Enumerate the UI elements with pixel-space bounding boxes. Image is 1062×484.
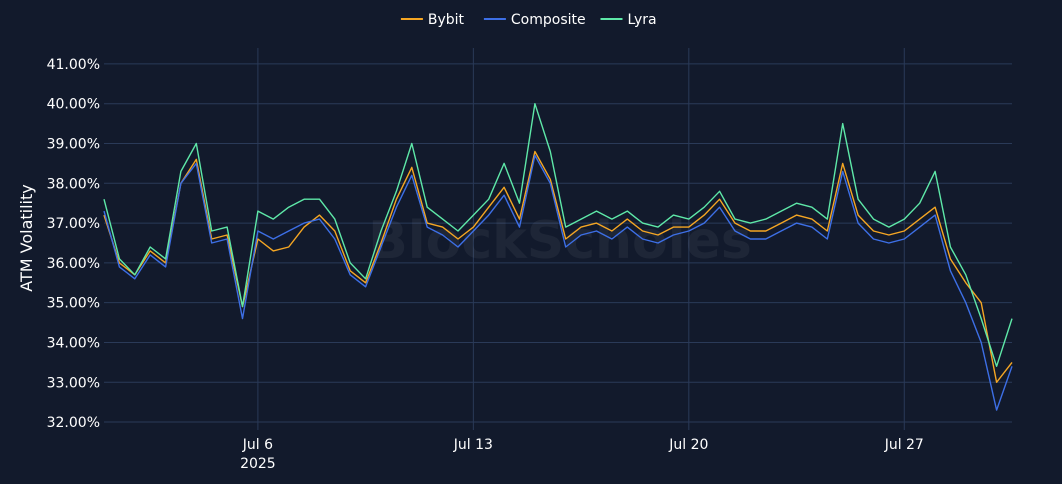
series-layer — [103, 103, 1013, 411]
x-tick-sublabel: 2025 — [240, 456, 276, 472]
legend-item-composite[interactable]: Composite — [483, 12, 586, 28]
legend-label: Bybit — [428, 12, 465, 28]
series-line-lyra — [103, 103, 1013, 367]
legend-item-bybit[interactable]: Bybit — [400, 12, 465, 28]
y-tick-label: 39.00% — [47, 137, 100, 153]
legend-item-lyra[interactable]: Lyra — [600, 12, 657, 28]
y-tick-label: 32.00% — [47, 415, 100, 431]
y-axis-label: ATM Volatility — [17, 184, 36, 291]
legend-label: Lyra — [628, 12, 657, 28]
series-line-bybit — [103, 150, 1013, 383]
y-tick-label: 36.00% — [47, 256, 100, 272]
y-tick-label: 38.00% — [47, 176, 100, 192]
x-axis-ticks: Jul 6 2025 Jul 13 Jul 20 Jul 27 — [240, 437, 924, 472]
y-tick-label: 37.00% — [47, 216, 100, 232]
x-tick-label: Jul 27 — [884, 437, 924, 453]
y-tick-label: 35.00% — [47, 296, 100, 312]
y-tick-label: 40.00% — [47, 97, 100, 113]
x-tick-label: Jul 6 — [242, 437, 273, 453]
x-tick-label: Jul 13 — [453, 437, 493, 453]
chart-legend[interactable]: Bybit Composite Lyra — [400, 12, 657, 28]
y-tick-label: 33.00% — [47, 375, 100, 391]
y-tick-label: 34.00% — [47, 335, 100, 351]
y-tick-label: 41.00% — [47, 57, 100, 73]
legend-label: Composite — [511, 12, 586, 28]
y-axis-ticks: 32.00% 33.00% 34.00% 35.00% 36.00% 37.00% 38.0… — [47, 57, 100, 431]
x-tick-label: Jul 20 — [668, 437, 708, 453]
series-line-composite — [103, 154, 1013, 411]
